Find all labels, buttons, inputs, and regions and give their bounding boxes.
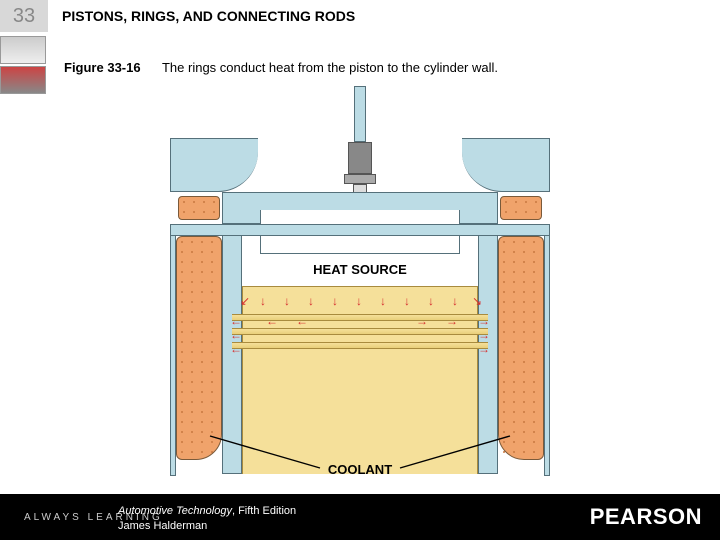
thumbnail-car xyxy=(0,66,46,94)
book-author: James Halderman xyxy=(118,520,207,532)
footer-bar: ALWAYS LEARNING Automotive Technology, F… xyxy=(0,494,720,540)
figure-caption-row: Figure 33-16 The rings conduct heat from… xyxy=(64,60,720,75)
coolant-leader-lines xyxy=(170,86,550,476)
book-title: Automotive Technology xyxy=(118,505,232,517)
chapter-title: PISTONS, RINGS, AND CONNECTING RODS xyxy=(48,8,355,24)
thumbnail-column xyxy=(0,34,48,96)
book-edition: , Fifth Edition xyxy=(232,505,296,517)
piston-diagram: ↙↓↓↓↓↓↓↓↓↓↘ ←←← →→→ ←←→→ HEAT SOURCE COO… xyxy=(170,86,550,476)
publisher-logo: PEARSON xyxy=(590,504,702,530)
header-row: 33 PISTONS, RINGS, AND CONNECTING RODS xyxy=(0,0,720,32)
thumbnail-engine xyxy=(0,36,46,64)
book-meta: Automotive Technology, Fifth Edition Jam… xyxy=(118,504,296,534)
chapter-number: 33 xyxy=(0,0,48,32)
figure-label: Figure 33-16 xyxy=(64,60,141,75)
figure-caption: The rings conduct heat from the piston t… xyxy=(162,60,498,75)
